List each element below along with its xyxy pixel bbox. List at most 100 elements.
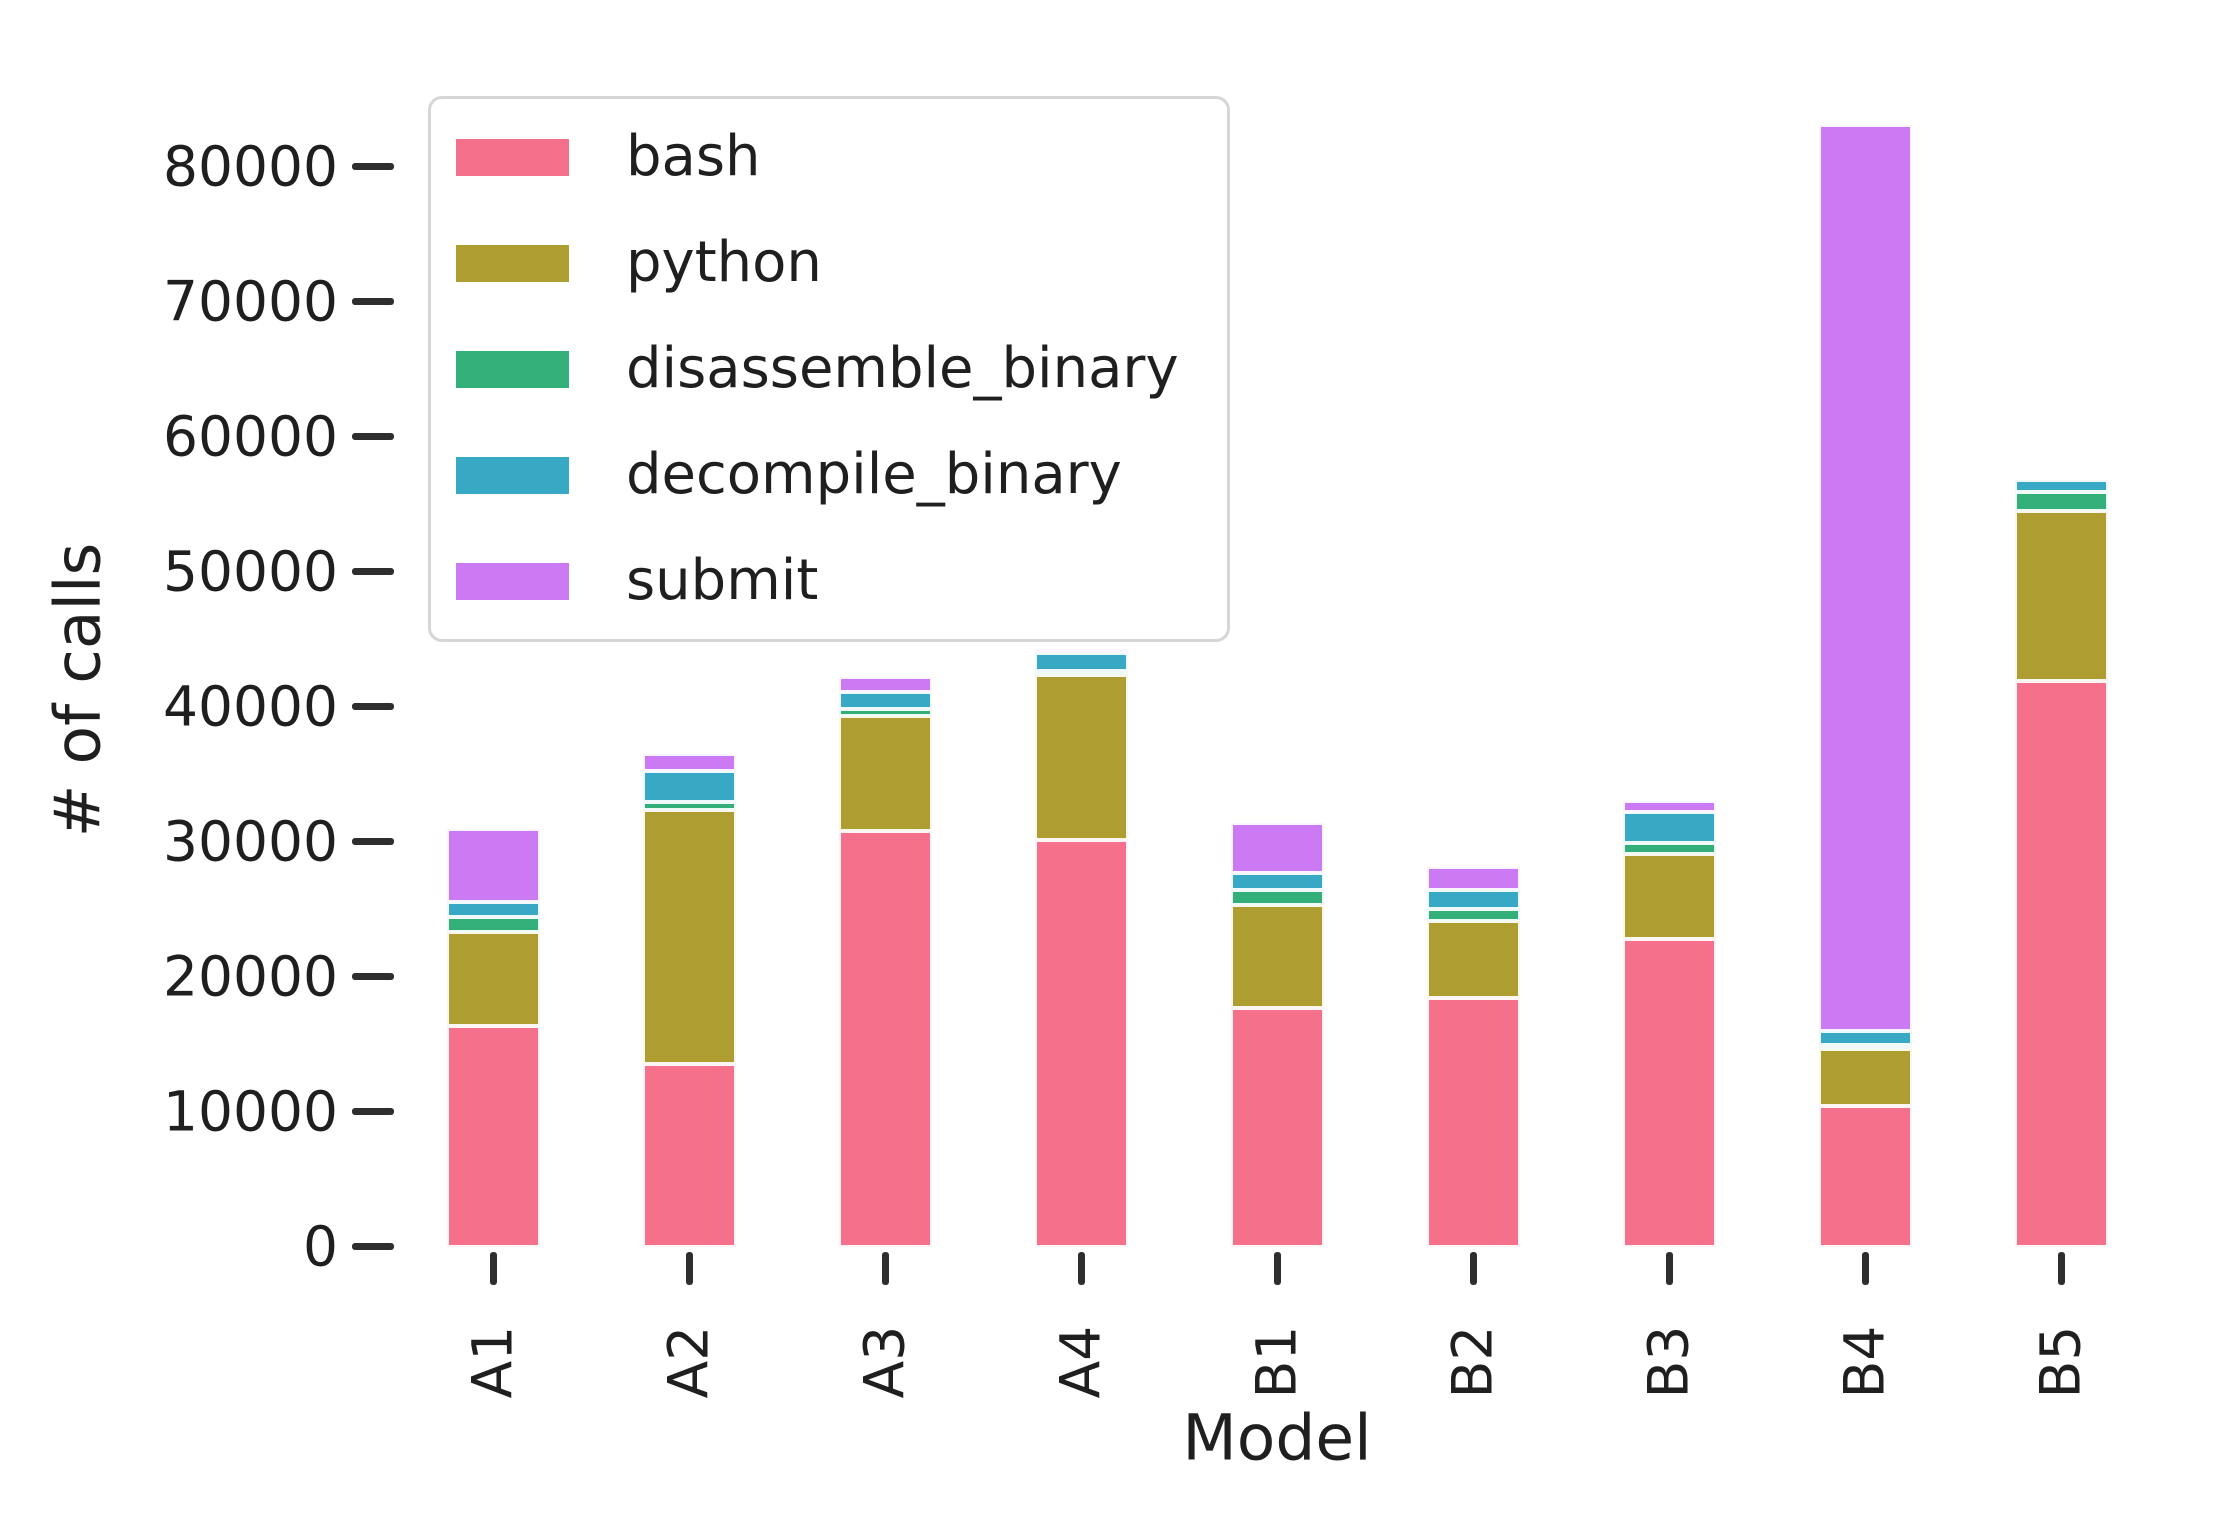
y-tick-label: 60000 — [163, 404, 338, 468]
x-tick — [1469, 1251, 1477, 1285]
x-tick-label-A1: A1 — [460, 1325, 525, 1399]
x-tick-label-B5: B5 — [2028, 1325, 2093, 1399]
bar-segment-bash — [1818, 1106, 1912, 1247]
x-tick — [489, 1251, 497, 1285]
y-tick — [352, 433, 394, 440]
bar-group-B4 — [1818, 124, 1912, 1247]
bar-segment-bash — [2014, 680, 2108, 1247]
bar-segment-decompile_binary — [838, 691, 932, 710]
bar-segment-disassemble_binary — [642, 802, 736, 811]
bar-segment-decompile_binary — [1230, 872, 1324, 891]
y-tick — [352, 1108, 394, 1115]
y-tick — [352, 163, 394, 170]
bar-group-B1 — [1230, 822, 1324, 1247]
legend-label: python — [626, 230, 822, 295]
legend-swatch-decompile_binary — [456, 456, 569, 494]
legend-swatch-submit — [456, 562, 569, 600]
bar-segment-disassemble_binary — [1622, 842, 1716, 854]
bar-group-A4 — [1034, 648, 1128, 1247]
bar-segment-submit — [1622, 801, 1716, 812]
y-tick — [352, 973, 394, 980]
x-tick — [1861, 1251, 1869, 1285]
y-tick — [352, 568, 394, 575]
bar-segment-disassemble_binary — [1818, 1045, 1912, 1050]
legend-label: decompile_binary — [626, 442, 1122, 507]
bar-segment-python — [838, 715, 932, 831]
y-tick-label: 20000 — [163, 944, 338, 1008]
legend-item-bash: bash — [456, 129, 1179, 185]
bar-segment-disassemble_binary — [1034, 671, 1128, 676]
bar-segment-python — [1818, 1049, 1912, 1107]
x-tick-label-A3: A3 — [852, 1325, 917, 1399]
bar-segment-bash — [446, 1026, 540, 1247]
x-tick — [1273, 1251, 1281, 1285]
y-tick-label: 30000 — [163, 809, 338, 873]
bar-segment-submit — [642, 753, 736, 772]
legend-label: disassemble_binary — [626, 336, 1179, 401]
y-tick — [352, 1243, 394, 1250]
y-tick-label: 80000 — [163, 134, 338, 198]
plot-area — [395, 72, 2159, 1247]
bar-group-A1 — [446, 829, 540, 1247]
bar-group-B5 — [2014, 479, 2108, 1247]
legend-item-decompile_binary: decompile_binary — [456, 447, 1179, 503]
y-tick — [352, 703, 394, 710]
bar-segment-bash — [1622, 938, 1716, 1247]
bar-group-A3 — [838, 676, 932, 1247]
x-tick — [881, 1251, 889, 1285]
y-tick-label: 0 — [303, 1214, 338, 1278]
bar-segment-python — [2014, 510, 2108, 681]
bar-segment-disassemble_binary — [1230, 890, 1324, 905]
y-tick-label: 10000 — [163, 1079, 338, 1143]
x-tick — [2057, 1251, 2065, 1285]
bar-segment-decompile_binary — [1034, 652, 1128, 672]
bar-segment-decompile_binary — [2014, 479, 2108, 492]
x-axis-title: Model — [1182, 1401, 1372, 1475]
bar-segment-submit — [1230, 822, 1324, 873]
legend-item-submit: submit — [456, 553, 1179, 609]
bar-segment-submit — [446, 829, 540, 903]
x-tick-label-B4: B4 — [1832, 1325, 1897, 1399]
bar-segment-bash — [1426, 998, 1520, 1247]
x-tick — [685, 1251, 693, 1285]
legend-item-disassemble_binary: disassemble_binary — [456, 341, 1179, 397]
bar-segment-python — [642, 810, 736, 1065]
bar-segment-bash — [1034, 840, 1128, 1247]
bar-segment-python — [1230, 904, 1324, 1008]
bar-segment-disassemble_binary — [2014, 491, 2108, 511]
bar-segment-decompile_binary — [1818, 1030, 1912, 1046]
bar-segment-decompile_binary — [446, 902, 540, 918]
bar-segment-python — [446, 931, 540, 1027]
bar-group-B3 — [1622, 801, 1716, 1247]
bar-segment-bash — [642, 1064, 736, 1247]
y-tick — [352, 298, 394, 305]
bar-segment-submit — [1426, 867, 1520, 891]
legend-swatch-disassemble_binary — [456, 350, 569, 388]
y-tick — [352, 838, 394, 845]
legend: bash python disassemble_binary decompile_bi… — [428, 96, 1230, 642]
bar-segment-disassemble_binary — [838, 709, 932, 716]
y-axis-title: # of calls — [41, 542, 115, 838]
bar-segment-python — [1034, 675, 1128, 841]
legend-swatch-python — [456, 244, 569, 282]
legend-swatch-bash — [456, 138, 569, 176]
bar-segment-bash — [1230, 1007, 1324, 1247]
bar-group-B2 — [1426, 867, 1520, 1247]
y-tick-label: 70000 — [163, 269, 338, 333]
bar-segment-submit — [1818, 124, 1912, 1031]
bar-segment-python — [1426, 921, 1520, 999]
y-tick-label: 50000 — [163, 539, 338, 603]
x-tick — [1665, 1251, 1673, 1285]
x-tick-label-A2: A2 — [656, 1325, 721, 1399]
x-tick — [1077, 1251, 1085, 1285]
bar-segment-disassemble_binary — [1426, 909, 1520, 922]
y-tick-label: 40000 — [163, 674, 338, 738]
x-tick-label-A4: A4 — [1048, 1325, 1113, 1399]
legend-label: bash — [626, 124, 761, 189]
bar-segment-disassemble_binary — [446, 917, 540, 932]
bar-segment-submit — [1034, 648, 1128, 653]
legend-item-python: python — [456, 235, 1179, 291]
bar-segment-decompile_binary — [1426, 890, 1520, 910]
x-tick-label-B3: B3 — [1636, 1325, 1701, 1399]
